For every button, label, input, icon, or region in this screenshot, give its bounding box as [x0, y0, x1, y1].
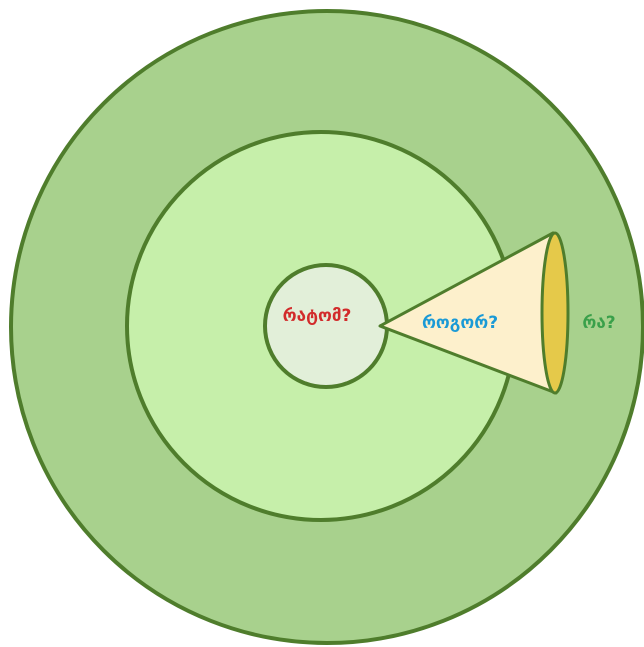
cone-base [540, 231, 570, 395]
why-label: რატომ? [283, 306, 352, 326]
inner-circle [263, 263, 389, 389]
how-label: როგორ? [422, 313, 498, 333]
what-label: რა? [582, 313, 615, 333]
